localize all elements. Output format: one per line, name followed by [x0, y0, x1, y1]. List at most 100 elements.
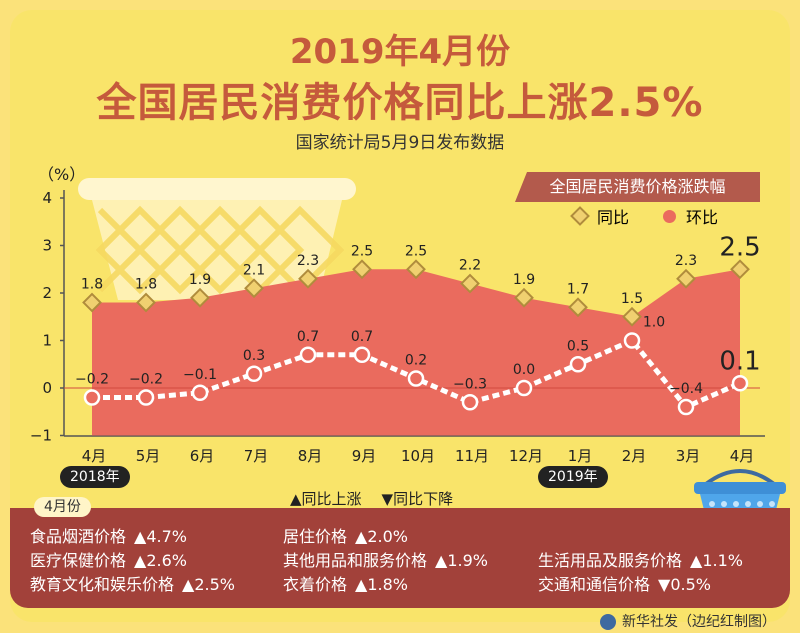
yoy-data-label: 2.5 — [351, 243, 373, 259]
category-item: 医疗保健价格 ▲2.6% — [30, 551, 187, 570]
yoy-data-label: 2.5 — [405, 243, 427, 259]
yoy-data-label: 2.5 — [719, 232, 760, 262]
legend-yoy: 同比 — [570, 204, 630, 228]
mom-data-label: 0.3 — [243, 348, 265, 364]
yoy-data-label: 2.3 — [297, 253, 319, 269]
x-tick-label: 7月 — [244, 447, 269, 465]
yoy-point — [352, 259, 372, 280]
category-item: 食品烟酒价格 ▲4.7% — [30, 527, 187, 546]
mom-point — [569, 356, 587, 373]
category-item: 交通和通信价格 ▼0.5% — [538, 575, 711, 594]
mom-data-label: 0.0 — [513, 362, 535, 378]
dot-icon — [663, 209, 676, 223]
category-item: 其他用品和服务价格 ▲1.9% — [283, 551, 488, 570]
yoy-point — [136, 292, 156, 313]
page-title-line2: 全国居民消费价格同比上涨2.5% — [96, 80, 704, 126]
category-item: 居住价格 ▲2.0% — [283, 527, 408, 546]
x-tick-label: 10月 — [401, 447, 435, 465]
mom-data-label: −0.4 — [669, 381, 703, 397]
yoy-data-label: 1.9 — [189, 272, 211, 288]
mom-data-label: 0.1 — [719, 346, 760, 376]
legend-mom-label: 环比 — [686, 208, 719, 227]
mom-point — [515, 379, 533, 397]
yoy-data-label: 1.7 — [567, 281, 589, 297]
yoy-data-label: 2.3 — [675, 253, 697, 269]
mom-data-label: −0.2 — [75, 372, 109, 388]
y-tick-label: 3 — [42, 237, 52, 255]
yoy-data-label: 1.9 — [513, 272, 535, 288]
yoy-point — [190, 287, 210, 308]
y-tick-label: 2 — [42, 284, 52, 302]
category-panel — [10, 508, 790, 608]
yoy-data-label: 1.5 — [621, 291, 643, 307]
mom-point — [137, 389, 155, 406]
yoy-point — [460, 273, 480, 294]
mom-point — [245, 365, 263, 382]
yoy-data-label: 2.2 — [459, 258, 481, 274]
legend-yoy-label: 同比 — [597, 208, 630, 227]
mom-point — [461, 394, 479, 411]
y-axis-label: （%） — [38, 165, 85, 184]
mom-data-label: 0.7 — [297, 329, 319, 345]
yoy-point — [568, 297, 588, 318]
chart-title-banner: 全国居民消费价格涨跌幅 — [515, 172, 760, 202]
x-tick-label: 2月 — [622, 447, 647, 465]
x-tick-label: 8月 — [298, 447, 323, 465]
x-tick-label: 5月 — [136, 447, 161, 465]
xinhua-logo-icon — [600, 614, 616, 630]
legend-mom: 环比 — [663, 204, 718, 228]
page-subtitle: 国家统计局5月9日发布数据 — [295, 133, 505, 153]
basket-decoration-icon — [78, 178, 356, 300]
mom-point — [623, 332, 641, 349]
x-tick-label: 4月 — [730, 447, 755, 465]
yoy-point — [406, 259, 426, 280]
source-credit: 新华社发（边纪红制图） — [600, 611, 776, 631]
mom-point — [677, 398, 695, 416]
x-tick-label: 11月 — [455, 447, 489, 465]
x-tick-label: 4月 — [82, 447, 107, 465]
y-tick-label: −1 — [30, 427, 52, 445]
y-tick-label: 0 — [42, 379, 52, 397]
mom-data-label: −0.1 — [183, 367, 217, 383]
page-title-line1: 2019年4月份 — [289, 32, 511, 72]
mom-data-label: 0.7 — [351, 329, 373, 345]
yoy-point — [298, 268, 318, 289]
mom-point — [353, 346, 371, 363]
mom-data-label: −0.2 — [129, 372, 163, 388]
mom-point — [191, 384, 209, 401]
mom-data-label: 1.0 — [643, 315, 665, 331]
mom-point — [731, 375, 749, 392]
y-tick-label: 4 — [42, 189, 52, 207]
yoy-point — [676, 268, 696, 289]
mom-data-label: 0.5 — [567, 338, 589, 354]
mom-point — [83, 389, 101, 406]
yoy-data-label: 1.8 — [135, 277, 157, 293]
mom-data-label: 0.2 — [405, 353, 427, 369]
yoy-point — [514, 287, 534, 308]
panel-tag: 4月份 — [34, 497, 91, 517]
y-tick-label: 1 — [42, 332, 52, 350]
year-tag-2018: 2018年 — [60, 466, 130, 488]
direction-legend: ▲同比上涨 ▼同比下降 — [290, 488, 453, 509]
yoy-data-label: 2.1 — [243, 262, 265, 278]
x-tick-label: 12月 — [509, 447, 543, 465]
mom-point — [299, 346, 317, 363]
category-item: 生活用品及服务价格 ▲1.1% — [538, 551, 743, 570]
diamond-icon — [570, 206, 590, 226]
x-tick-label: 3月 — [676, 447, 701, 465]
yoy-point — [244, 278, 264, 299]
category-item: 教育文化和娱乐价格 ▲2.5% — [30, 575, 235, 594]
legend-down: ▼同比下降 — [381, 490, 454, 508]
x-tick-label: 6月 — [190, 447, 215, 465]
legend-up: ▲同比上涨 — [290, 490, 362, 508]
mom-data-label: −0.3 — [453, 376, 487, 392]
year-tag-2019: 2019年 — [538, 466, 608, 488]
yoy-data-label: 1.8 — [81, 277, 103, 293]
yoy-point — [730, 259, 750, 280]
yoy-point — [622, 306, 642, 327]
x-tick-label: 9月 — [352, 447, 377, 465]
x-tick-label: 1月 — [568, 447, 593, 465]
yoy-point — [82, 292, 102, 313]
